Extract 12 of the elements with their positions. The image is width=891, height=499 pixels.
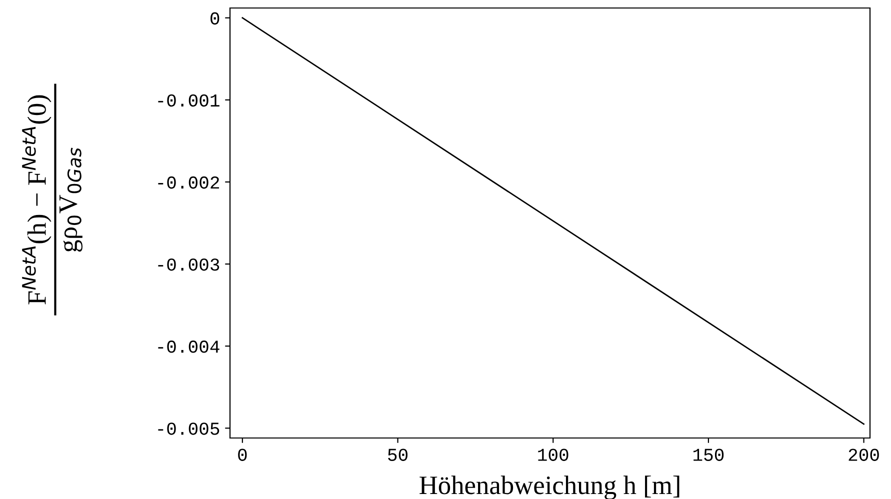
x-tick-label: 50 [388, 448, 408, 461]
x-tick-label: 200 [848, 448, 879, 461]
y-tick-label: -0.005 [158, 422, 220, 435]
x-tick-label: 150 [694, 448, 724, 461]
x-tick-label: 100 [538, 448, 568, 461]
y-tick-label: -0.003 [158, 258, 220, 271]
text: F$^{NetA}$(h) − F$^{NetA}$(0) gρ$_{0}$V$_{0Gas}$ [22, 95, 82, 304]
y-tick-label: 0 [210, 12, 220, 25]
y-tick-label: -0.002 [158, 176, 219, 189]
y-tick-label: -0.004 [158, 340, 220, 353]
y-tick-label: -0.001 [158, 94, 220, 107]
x-tick-label: 0 [238, 448, 247, 461]
